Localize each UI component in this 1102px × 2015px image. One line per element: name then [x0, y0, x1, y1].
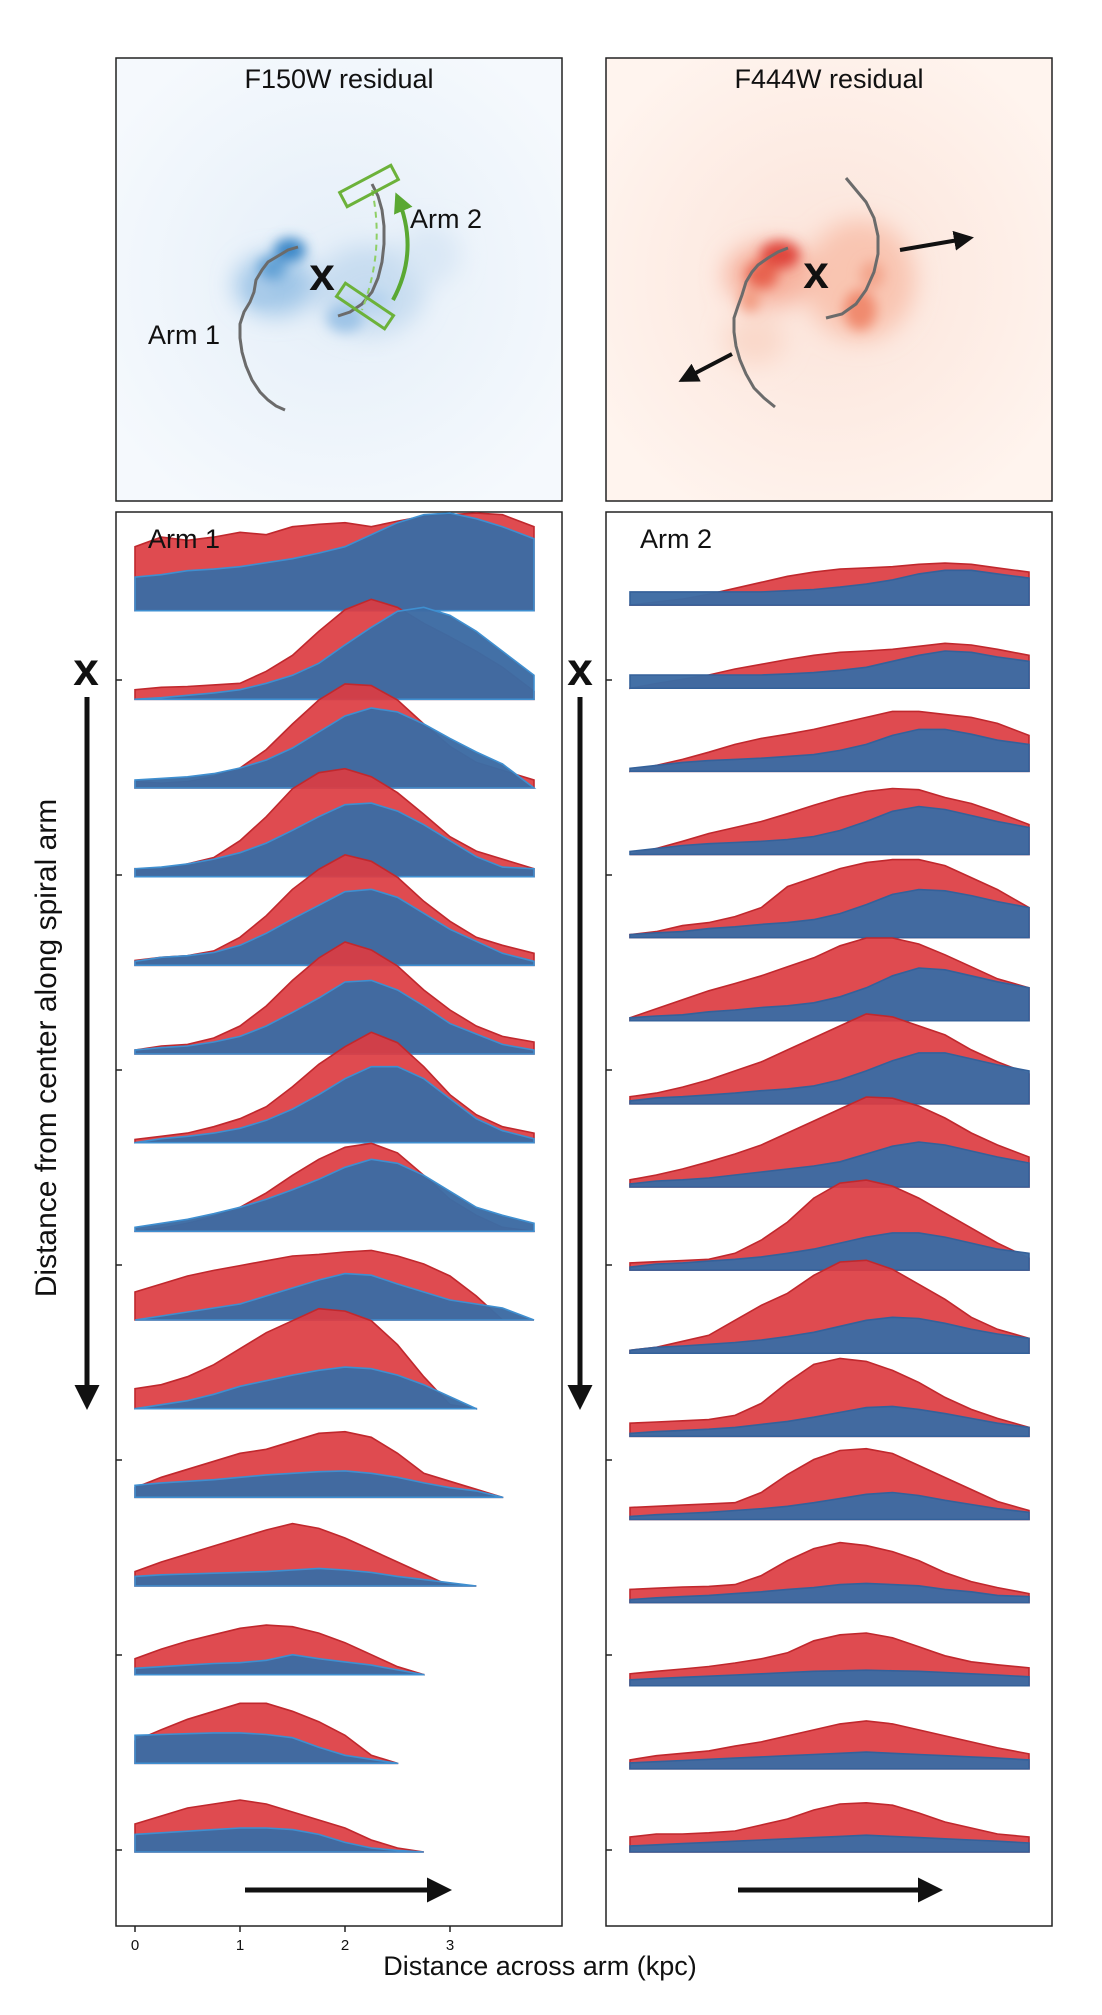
panel-title-f444w: F444W residual	[734, 64, 923, 94]
f150w-profile-13	[134, 1653, 425, 1676]
outward-arrow-right	[899, 230, 974, 252]
f150w-profile-10	[629, 1316, 1030, 1355]
f150w-profile-14	[134, 1732, 399, 1765]
f150w-profile-1	[629, 569, 1030, 606]
f150w-profile-11	[134, 1470, 504, 1499]
f150w-profile-5	[134, 888, 535, 967]
x-tick-label: 2	[341, 1937, 349, 1954]
x-axis-label: Distance across arm (kpc)	[383, 1951, 697, 1981]
f150w-profile-7	[629, 1052, 1030, 1105]
right-along-arm-indicator: x	[567, 643, 593, 1410]
x-ticks-left: 0 1 2 3	[131, 1926, 454, 1954]
center-marker-x: x	[567, 643, 593, 695]
f150w-profile-3	[629, 728, 1030, 773]
f150w-profile-9	[629, 1232, 1030, 1271]
center-marker-x: x	[803, 246, 829, 298]
profiles-right-plot: Arm 2	[605, 511, 1053, 1927]
f150w-profile-13	[629, 1582, 1030, 1604]
f150w-profile-4	[134, 802, 535, 878]
x-tick-label: 0	[131, 1937, 139, 1954]
f150w-profile-8	[134, 1158, 535, 1233]
f150w-profile-16	[629, 1834, 1030, 1853]
x-tick-label: 3	[446, 1937, 454, 1954]
slit-box-outer	[337, 163, 401, 209]
f150w-residual-panel: F150W residual Arm 1 Arm 2 x	[115, 57, 563, 502]
y-ticks-right	[606, 679, 612, 1851]
panel-title-f150w: F150W residual	[244, 64, 433, 94]
outward-arrow-left	[678, 352, 733, 382]
slit-box-inner	[334, 281, 396, 331]
f150w-profile-6	[134, 979, 535, 1055]
green-curved-arrow-icon	[391, 192, 413, 301]
f150w-profile-1	[134, 512, 535, 612]
center-marker-x: x	[309, 248, 335, 300]
f150w-profile-12	[134, 1567, 477, 1587]
f150w-profile-6	[629, 967, 1030, 1022]
f444w-profile-12	[134, 1522, 477, 1587]
f150w-profile-5	[629, 888, 1030, 939]
f150w-profile-14	[629, 1669, 1030, 1687]
f150w-profile-3	[134, 707, 537, 789]
f150w-profile-10	[134, 1366, 478, 1410]
f150w-profile-2	[629, 650, 1030, 690]
y-axis-label: Distance from center along spiral arm	[30, 799, 63, 1298]
plot-title-arm2: Arm 2	[640, 524, 712, 554]
left-along-arm-indicator: x	[73, 643, 100, 1410]
f150w-profile-4	[629, 805, 1030, 856]
f150w-profile-9	[134, 1272, 535, 1321]
f150w-profile-8	[629, 1141, 1030, 1188]
f444w-residual-panel: F444W residual x	[605, 57, 1053, 502]
arm1-ridgelines	[134, 512, 537, 1853]
center-marker-x: x	[73, 643, 99, 695]
profiles-left-plot: 0 1 2 3 Arm 1	[115, 511, 563, 1954]
f150w-profile-11	[629, 1405, 1030, 1438]
f150w-profile-12	[629, 1491, 1030, 1521]
plot-title-arm1: Arm 1	[148, 524, 220, 554]
f150w-profile-2	[134, 606, 535, 701]
label-arm1-image: Arm 1	[148, 320, 220, 350]
f150w-profile-7	[134, 1065, 535, 1144]
y-ticks-left	[116, 679, 122, 1851]
f150w-profile-15	[629, 1751, 1030, 1770]
arm2-ridgelines	[629, 562, 1030, 1853]
f150w-profile-15	[134, 1827, 424, 1853]
x-tick-label: 1	[236, 1937, 244, 1954]
label-arm2-image: Arm 2	[410, 204, 482, 234]
